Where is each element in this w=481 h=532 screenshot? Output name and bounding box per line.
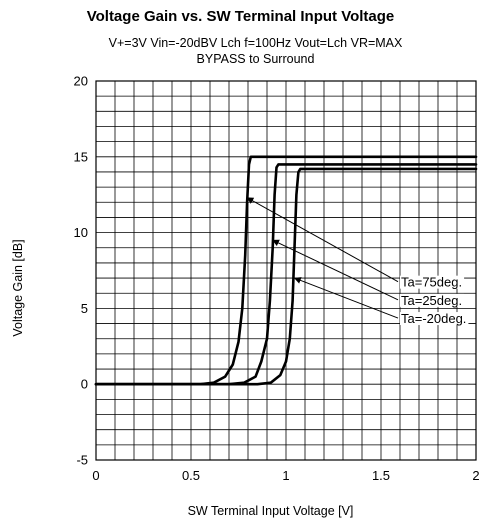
annotation-label-bg [400, 293, 465, 307]
x-tick-label: 0 [92, 468, 99, 483]
annotation-arrow [272, 239, 399, 301]
series-line [94, 163, 478, 386]
y-tick-label: 10 [74, 225, 88, 240]
annotation-label: Ta=25deg. [401, 293, 462, 308]
x-axis-label: SW Terminal Input Voltage [V] [187, 504, 354, 518]
series-line [94, 155, 478, 386]
annotation-arrow [246, 197, 399, 283]
y-tick-label: 5 [81, 301, 88, 316]
annotation-arrow [293, 277, 399, 319]
y-tick-label: -5 [76, 453, 88, 468]
chart-subtitle-line-2: BYPASS to Surround [196, 52, 315, 66]
x-tick-label: 1.5 [372, 468, 390, 483]
series-line [94, 167, 478, 386]
x-tick-label: 2 [472, 468, 479, 483]
annotation-label: Ta=-20deg. [401, 311, 466, 326]
chart-title: Voltage Gain vs. SW Terminal Input Volta… [86, 8, 395, 25]
annotation-label: Ta=75deg. [401, 275, 462, 290]
x-tick-label: 0.5 [182, 468, 200, 483]
y-tick-label: 20 [74, 74, 88, 89]
y-tick-label: 0 [81, 377, 88, 392]
plot-frame [95, 80, 477, 461]
annotation-label-bg [400, 275, 465, 289]
annotation-label-bg [400, 312, 469, 326]
y-tick-label: 15 [74, 149, 88, 164]
x-tick-label: 1 [282, 468, 289, 483]
chart-subtitle-line-1: V+=3V Vin=-20dBV Lch f=100Hz Vout=Lch VR… [108, 36, 403, 50]
